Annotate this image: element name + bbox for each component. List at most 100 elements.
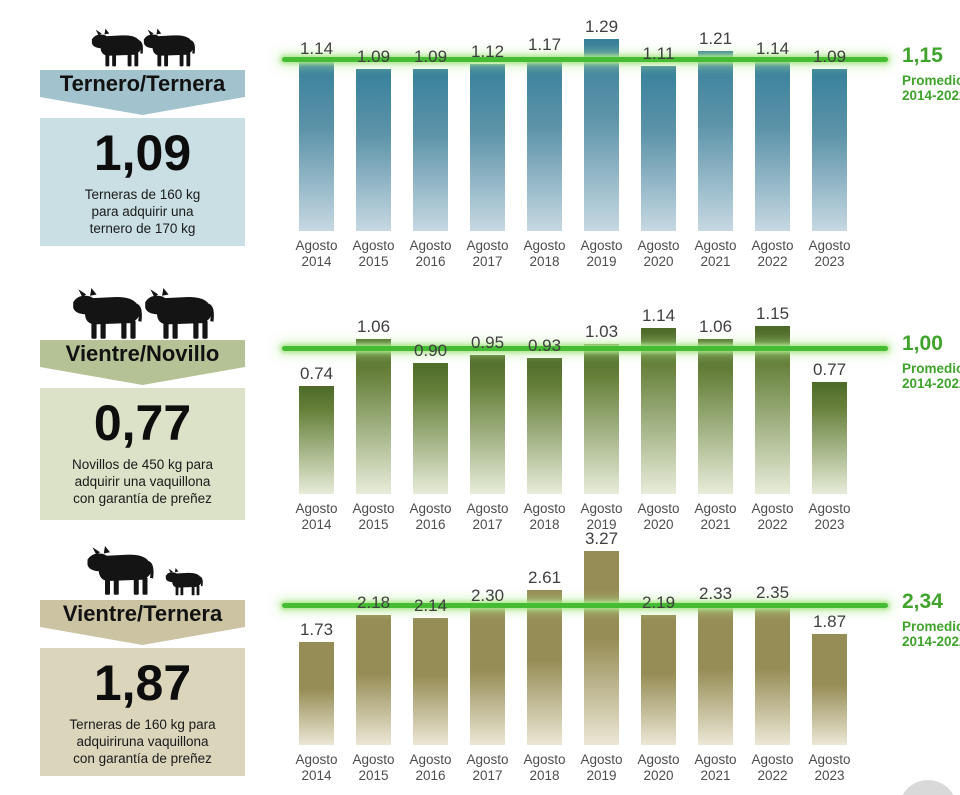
bar xyxy=(527,589,562,745)
bar-value-label: 1.14 xyxy=(641,305,676,325)
bar-column: 1.09 Agosto 2016 xyxy=(402,0,459,269)
x-axis-label: Agosto 2020 xyxy=(637,238,680,269)
bar-value-label: 1.06 xyxy=(356,317,391,337)
bar xyxy=(698,339,733,494)
bar-value-label: 1.09 xyxy=(413,46,448,66)
ratio-description: Terneras de 160 kg para adquiriruna vaqu… xyxy=(69,717,216,766)
x-axis-label: Agosto 2021 xyxy=(694,238,737,269)
x-axis-label: Agosto 2022 xyxy=(751,238,794,269)
x-axis-label: Agosto 2020 xyxy=(637,752,680,783)
bar xyxy=(812,68,847,231)
bar-value-label: 2.33 xyxy=(698,584,733,604)
bar-value-label: 1.03 xyxy=(584,321,619,341)
bar xyxy=(812,381,847,494)
bar xyxy=(755,61,790,231)
bar-value-label: 2.14 xyxy=(413,595,448,615)
bar-column: 2.33 Agosto 2021 xyxy=(687,528,744,795)
bar-value-label: 1.29 xyxy=(584,16,619,36)
section-ternero-ternera: Ternero/Ternera 1,09 Terneras de 160 kg … xyxy=(0,0,960,269)
bar xyxy=(812,633,847,745)
bar xyxy=(698,50,733,231)
cow-icons-row xyxy=(80,546,206,596)
bar xyxy=(413,362,448,494)
bar-column: 1.14 Agosto 2020 xyxy=(630,268,687,532)
bar-value-label: 3.27 xyxy=(584,528,619,548)
bar-column: 1.06 Agosto 2021 xyxy=(687,268,744,532)
bar-chart-vientre-novillo: 0.74 Agosto 2014 1.06 Agosto 2015 0.90 Agosto… xyxy=(282,268,960,532)
x-axis-label: Agosto 2020 xyxy=(637,501,680,532)
bar-value-label: 0.93 xyxy=(527,336,562,356)
section-vientre-ternera: Vientre/Ternera 1,87 Terneras de 160 kg … xyxy=(0,528,960,795)
bar-column: 0.74 Agosto 2014 xyxy=(288,268,345,532)
x-axis-label: Agosto 2018 xyxy=(523,501,566,532)
bar-value-label: 1.73 xyxy=(299,620,334,640)
bar xyxy=(413,68,448,231)
panel-vientre-ternera: Vientre/Ternera 1,87 Terneras de 160 kg … xyxy=(30,528,255,795)
bar xyxy=(356,339,391,494)
x-axis-label: Agosto 2023 xyxy=(808,238,851,269)
bar-column: 2.19 Agosto 2020 xyxy=(630,528,687,795)
x-axis-label: Agosto 2016 xyxy=(409,752,452,783)
x-axis-label: Agosto 2021 xyxy=(694,752,737,783)
bar-value-label: 1.09 xyxy=(812,46,847,66)
bar xyxy=(584,38,619,231)
bar-column: 1.73 Agosto 2014 xyxy=(288,528,345,795)
calf-icon xyxy=(162,568,206,596)
x-axis-label: Agosto 2019 xyxy=(580,501,623,532)
bar-column: 1.17 Agosto 2018 xyxy=(516,0,573,269)
bar-value-label: 1.14 xyxy=(299,39,334,59)
bar-value-label: 0.95 xyxy=(470,333,505,353)
cow-icons-row xyxy=(67,288,219,340)
bar xyxy=(299,386,334,494)
bar-value-label: 1.15 xyxy=(755,304,790,324)
bar-value-label: 2.35 xyxy=(755,583,790,603)
bar-column: 2.14 Agosto 2016 xyxy=(402,528,459,795)
bar-column: 1.14 Agosto 2022 xyxy=(744,0,801,269)
bar-column: 2.30 Agosto 2017 xyxy=(459,528,516,795)
bar-column: 1.29 Agosto 2019 xyxy=(573,0,630,269)
average-annotation: 1,15 Promedio 2014-2022 xyxy=(902,44,960,103)
section-vientre-novillo: Vientre/Novillo 0,77 Novillos de 450 kg … xyxy=(0,268,960,532)
x-axis-label: Agosto 2016 xyxy=(409,501,452,532)
x-axis-label: Agosto 2014 xyxy=(295,501,338,532)
bar xyxy=(527,358,562,494)
bar xyxy=(698,606,733,745)
average-line xyxy=(282,345,888,351)
x-axis-label: Agosto 2019 xyxy=(580,752,623,783)
bar xyxy=(470,64,505,231)
cow-icon xyxy=(140,26,198,70)
x-axis-label: Agosto 2022 xyxy=(751,752,794,783)
bar-column: 0.93 Agosto 2018 xyxy=(516,268,573,532)
bar-column: 1.14 Agosto 2014 xyxy=(288,0,345,269)
x-axis-label: Agosto 2017 xyxy=(466,501,509,532)
bar-value-label: 1.14 xyxy=(755,39,790,59)
bar xyxy=(299,642,334,745)
bar-column: 2.35 Agosto 2022 xyxy=(744,528,801,795)
x-axis-label: Agosto 2022 xyxy=(751,501,794,532)
bar-value-label: 1.21 xyxy=(698,28,733,48)
x-axis-label: Agosto 2018 xyxy=(523,238,566,269)
x-axis-label: Agosto 2021 xyxy=(694,501,737,532)
average-value: 2,34 xyxy=(902,589,943,613)
ratio-value: 1,09 xyxy=(93,125,192,181)
bar xyxy=(470,608,505,745)
bar xyxy=(755,605,790,745)
decorative-circle xyxy=(899,780,957,795)
bars-row: 0.74 Agosto 2014 1.06 Agosto 2015 0.90 Agosto… xyxy=(288,268,858,532)
average-annotation: 1,00 Promedio 2014-2022 xyxy=(902,332,960,391)
bar-column: 1.21 Agosto 2021 xyxy=(687,0,744,269)
bar xyxy=(641,327,676,494)
ratio-value: 1,87 xyxy=(93,655,192,711)
bar xyxy=(413,617,448,745)
bar-value-label: 2.61 xyxy=(527,567,562,587)
x-axis-label: Agosto 2017 xyxy=(466,238,509,269)
bar-value-label: 1.12 xyxy=(470,42,505,62)
bull-icon xyxy=(67,288,147,340)
bar-column: 1.06 Agosto 2015 xyxy=(345,268,402,532)
average-sublabel: Promedio 2014-2022 xyxy=(902,618,960,649)
x-axis-label: Agosto 2018 xyxy=(523,752,566,783)
bar-column: 0.90 Agosto 2016 xyxy=(402,268,459,532)
bar-column: 2.18 Agosto 2015 xyxy=(345,528,402,795)
bar-value-label: 1.87 xyxy=(812,611,847,631)
bar-column: 2.61 Agosto 2018 xyxy=(516,528,573,795)
